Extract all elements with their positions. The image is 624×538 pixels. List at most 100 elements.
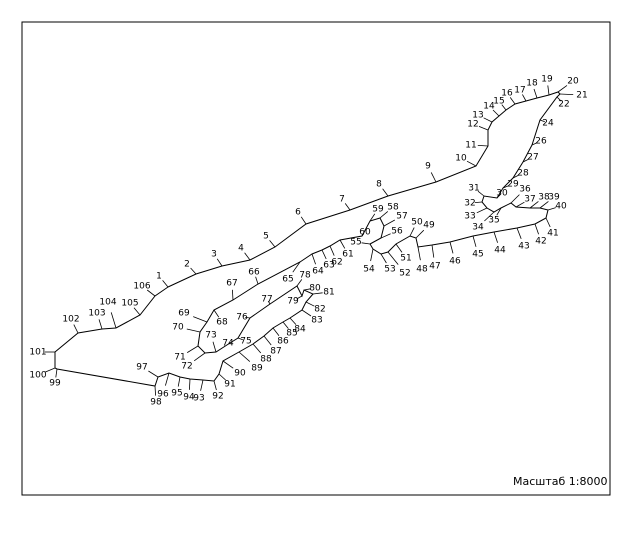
point-label: 38 <box>538 193 550 203</box>
point-leader <box>329 245 335 256</box>
point-label: 56 <box>391 227 403 237</box>
point-leader <box>515 201 525 208</box>
point-label: 68 <box>216 318 228 328</box>
point-label: 39 <box>548 193 560 203</box>
point-label: 61 <box>342 250 353 260</box>
point-leader <box>509 97 516 105</box>
point-leader <box>361 242 371 245</box>
point-label: 101 <box>29 348 46 358</box>
point-leader <box>556 96 562 102</box>
point-label: 47 <box>429 262 440 272</box>
point-leader <box>466 160 477 167</box>
point-leader <box>539 201 549 209</box>
point-label: 60 <box>359 228 371 238</box>
point-label: 49 <box>423 221 435 231</box>
point-label: 77 <box>261 295 272 305</box>
point-leader <box>212 341 217 353</box>
point-leader <box>449 241 454 254</box>
point-label: 64 <box>312 267 324 277</box>
point-label: 63 <box>323 261 334 271</box>
point-leader <box>516 227 522 239</box>
point-leader <box>380 253 387 264</box>
point-label: 106 <box>133 282 150 292</box>
point-leader <box>154 385 156 396</box>
point-label: 48 <box>416 265 428 275</box>
point-label: 11 <box>465 141 476 151</box>
point-label: 31 <box>468 184 479 194</box>
point-label: 87 <box>270 347 281 357</box>
point-label: 16 <box>501 89 513 99</box>
point-leader <box>557 85 568 93</box>
point-label: 8 <box>376 180 382 190</box>
point-leader <box>380 233 391 239</box>
point-label: 79 <box>287 297 299 307</box>
point-leader <box>296 295 303 300</box>
point-label: 46 <box>449 257 461 267</box>
point-label: 18 <box>526 79 538 89</box>
point-leader <box>531 142 538 146</box>
point-label: 33 <box>464 212 475 222</box>
point-label: 5 <box>263 232 269 242</box>
point-leader <box>370 248 374 262</box>
point-leader <box>431 244 435 258</box>
point-label: 42 <box>535 237 546 247</box>
point-label: 9 <box>425 162 431 172</box>
point-label: 90 <box>234 369 246 379</box>
point-leader <box>474 201 483 203</box>
point-leader <box>483 117 493 123</box>
point-label: 62 <box>331 258 342 268</box>
point-label: 50 <box>411 218 423 228</box>
point-leader <box>344 203 351 211</box>
point-leader <box>534 223 539 235</box>
point-leader <box>496 194 501 199</box>
point-label: 29 <box>507 180 519 190</box>
point-label: 40 <box>555 202 567 212</box>
point-leader <box>321 249 327 260</box>
point-label: 102 <box>62 315 79 325</box>
point-leader <box>296 279 303 287</box>
point-leader <box>547 85 550 96</box>
point-leader <box>300 216 307 225</box>
point-label: 66 <box>248 268 260 278</box>
point-leader <box>493 231 498 243</box>
point-leader <box>539 119 545 123</box>
point-label: 24 <box>542 119 554 129</box>
point-label: 97 <box>136 363 147 373</box>
point-label: 85 <box>286 329 297 339</box>
point-leader <box>383 219 395 227</box>
point-label: 44 <box>494 246 506 256</box>
point-leader <box>255 276 259 285</box>
scale-label: Масштаб 1:8000 <box>513 475 607 488</box>
point-leader <box>272 327 280 337</box>
point-leader <box>301 309 312 317</box>
point-leader <box>529 201 539 209</box>
point-label: 26 <box>535 137 547 147</box>
point-leader <box>189 378 191 390</box>
point-label: 51 <box>400 254 411 264</box>
point-leader <box>193 316 208 323</box>
point-label: 28 <box>517 169 529 179</box>
point-leader <box>177 376 181 387</box>
point-leader <box>395 243 403 253</box>
point-leader <box>148 370 159 378</box>
point-leader <box>282 321 289 329</box>
point-leader <box>501 104 507 111</box>
point-leader <box>232 289 234 301</box>
point-leader <box>477 190 485 197</box>
point-label: 12 <box>467 120 478 130</box>
point-label: 96 <box>157 390 169 400</box>
point-label: 74 <box>222 339 234 349</box>
point-label: 88 <box>260 355 272 365</box>
point-leader <box>311 253 316 265</box>
point-label: 59 <box>372 205 384 215</box>
point-label: 71 <box>174 353 185 363</box>
point-leader <box>146 289 156 297</box>
point-leader <box>417 246 421 261</box>
point-leader <box>476 207 488 214</box>
point-label: 2 <box>184 260 190 270</box>
boundary <box>54 91 561 387</box>
point-label: 73 <box>205 331 216 341</box>
point-label: 82 <box>314 305 325 315</box>
point-leader <box>559 93 574 95</box>
point-label: 53 <box>384 265 395 275</box>
